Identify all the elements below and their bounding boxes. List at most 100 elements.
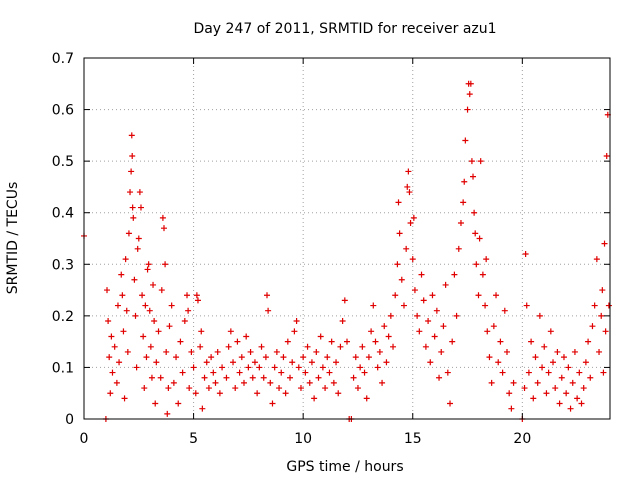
data-point — [302, 369, 309, 376]
data-point — [297, 385, 304, 392]
data-point — [464, 106, 471, 113]
data-point — [170, 379, 177, 386]
data-point — [109, 369, 116, 376]
data-point — [319, 364, 326, 371]
x-tick-label: 0 — [80, 431, 89, 447]
data-point — [113, 379, 120, 386]
data-point — [534, 379, 541, 386]
data-point — [532, 354, 539, 361]
data-point — [363, 395, 370, 402]
data-point — [603, 152, 610, 159]
data-point — [194, 297, 201, 304]
y-tick-labels: 0 0.1 0.2 0.3 0.4 0.5 0.6 0.7 — [52, 51, 74, 428]
data-point — [357, 364, 364, 371]
data-point — [267, 379, 274, 386]
data-point — [186, 385, 193, 392]
data-point — [322, 385, 329, 392]
data-point — [582, 359, 589, 366]
data-point — [598, 312, 605, 319]
data-point — [121, 395, 128, 402]
data-point — [593, 256, 600, 263]
data-point — [425, 318, 432, 325]
data-point — [153, 359, 160, 366]
data-point — [157, 374, 164, 381]
data-point — [208, 354, 215, 361]
data-point — [265, 307, 272, 314]
data-point — [473, 261, 480, 268]
data-point — [461, 178, 468, 185]
data-point — [271, 364, 278, 371]
data-point — [556, 400, 563, 407]
data-point — [543, 390, 550, 397]
data-point — [601, 240, 608, 247]
data-point — [128, 168, 135, 175]
data-point — [104, 287, 111, 294]
data-point — [339, 318, 346, 325]
data-point — [254, 390, 261, 397]
data-point — [293, 318, 300, 325]
data-point — [567, 405, 574, 412]
data-point — [486, 354, 493, 361]
data-point — [525, 369, 532, 376]
data-point — [197, 343, 204, 350]
data-point — [118, 271, 125, 278]
x-tick-label: 20 — [513, 431, 531, 447]
y-tick-label: 0.6 — [52, 103, 74, 119]
data-point — [247, 348, 254, 355]
data-point — [232, 385, 239, 392]
data-point — [133, 364, 140, 371]
data-point — [148, 374, 155, 381]
data-point — [368, 328, 375, 335]
data-point — [280, 354, 287, 361]
data-point — [385, 333, 392, 340]
data-point — [374, 364, 381, 371]
data-point — [152, 400, 159, 407]
x-tick-labels: 0 5 10 15 20 — [80, 431, 532, 447]
data-point — [530, 395, 537, 402]
data-point — [444, 369, 451, 376]
x-axis-title: GPS time / hours — [286, 459, 403, 475]
data-point — [410, 214, 417, 221]
y-tick-label: 0.5 — [52, 154, 74, 170]
data-point — [131, 276, 138, 283]
data-point — [376, 348, 383, 355]
data-point — [370, 302, 377, 309]
data-point — [605, 302, 612, 309]
data-point — [466, 91, 473, 98]
data-point — [414, 312, 421, 319]
data-point — [436, 374, 443, 381]
data-point — [499, 369, 506, 376]
data-point — [503, 348, 510, 355]
data-point — [395, 199, 402, 206]
data-point — [447, 400, 454, 407]
data-point — [243, 333, 250, 340]
data-point — [383, 359, 390, 366]
data-point — [552, 385, 559, 392]
data-point — [578, 400, 585, 407]
data-point — [273, 348, 280, 355]
data-point — [129, 152, 136, 159]
data-point — [599, 287, 606, 294]
data-point — [333, 359, 340, 366]
data-point — [324, 354, 331, 361]
data-point — [407, 220, 414, 227]
data-point — [387, 312, 394, 319]
data-point — [276, 385, 283, 392]
data-point — [574, 395, 581, 402]
data-point — [352, 354, 359, 361]
data-point — [585, 338, 592, 345]
data-point — [227, 328, 234, 335]
data-point — [105, 318, 112, 325]
data-point — [341, 297, 348, 304]
data-point — [528, 338, 535, 345]
data-point — [475, 292, 482, 299]
data-point — [300, 354, 307, 361]
data-point — [539, 364, 546, 371]
data-point — [146, 307, 153, 314]
data-point — [116, 359, 123, 366]
data-point — [256, 364, 263, 371]
data-point — [433, 307, 440, 314]
data-point — [420, 297, 427, 304]
data-point — [427, 359, 434, 366]
